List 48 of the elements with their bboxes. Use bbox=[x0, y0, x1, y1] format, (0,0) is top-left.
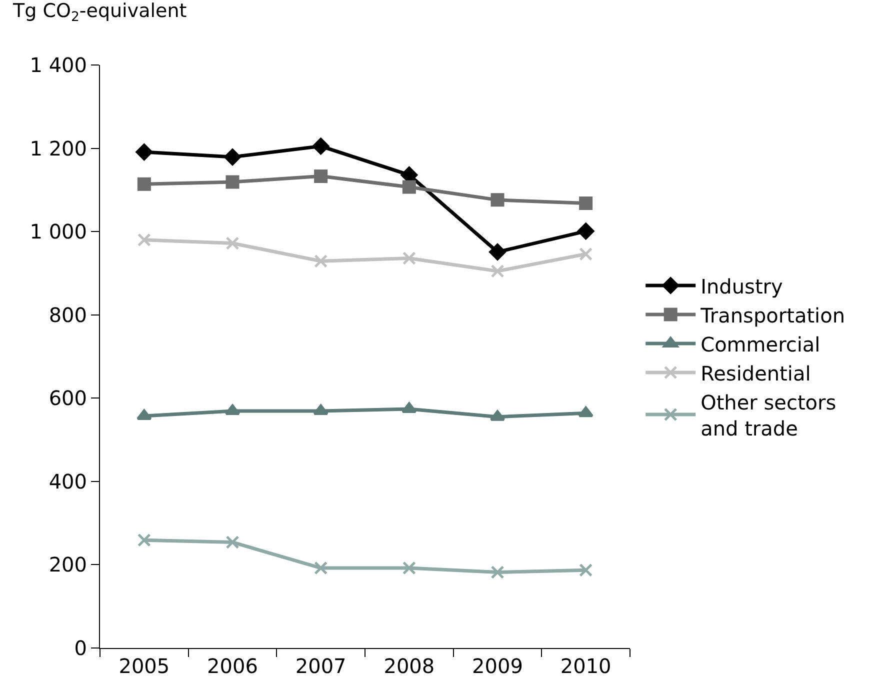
x-tick-label: 2010 bbox=[560, 654, 612, 678]
point bbox=[490, 264, 504, 278]
y-tick-label: 1 000 bbox=[30, 220, 87, 244]
point bbox=[579, 196, 593, 210]
y-tick-label: 800 bbox=[48, 302, 87, 327]
y-tick-label: 200 bbox=[48, 552, 87, 577]
point bbox=[137, 533, 151, 547]
point bbox=[314, 561, 328, 575]
x-tick-label: 2009 bbox=[472, 654, 523, 678]
point bbox=[226, 535, 240, 549]
legend-label: Transportation bbox=[700, 303, 846, 328]
point bbox=[402, 402, 417, 413]
point bbox=[402, 180, 416, 194]
point bbox=[313, 404, 328, 416]
point bbox=[402, 561, 416, 575]
point bbox=[137, 233, 151, 247]
point bbox=[402, 251, 416, 265]
point bbox=[490, 565, 504, 579]
point bbox=[136, 409, 152, 420]
legend-label: Residential bbox=[700, 361, 811, 386]
legend-label: Other sectors and trade bbox=[700, 390, 836, 440]
legend-label: Industry bbox=[700, 274, 784, 298]
point bbox=[312, 138, 330, 155]
point bbox=[579, 247, 593, 261]
point bbox=[136, 144, 153, 160]
x-tick-label: 2006 bbox=[207, 654, 258, 678]
point bbox=[224, 404, 240, 416]
y-axis-title: Tg CO$_{2}$-equivalent bbox=[12, 0, 187, 25]
y-tick-label: 400 bbox=[48, 469, 87, 494]
point bbox=[137, 177, 151, 191]
point bbox=[226, 175, 240, 189]
y-tick-label: 1 400 bbox=[30, 53, 87, 77]
x-tick-label: 2005 bbox=[118, 654, 170, 678]
point bbox=[579, 563, 593, 577]
y-tick-label: 0 bbox=[74, 636, 87, 660]
x-tick-label: 2008 bbox=[384, 654, 435, 678]
point bbox=[490, 193, 504, 207]
point bbox=[314, 169, 328, 183]
point bbox=[226, 236, 240, 250]
point bbox=[577, 222, 594, 240]
point bbox=[224, 148, 241, 166]
y-tick-label: 1 200 bbox=[30, 136, 87, 160]
legend-label: Commercial bbox=[700, 332, 820, 356]
point bbox=[489, 244, 506, 260]
y-tick-label: 600 bbox=[48, 386, 87, 410]
x-tick-label: 2007 bbox=[295, 654, 346, 678]
point bbox=[314, 254, 328, 268]
point bbox=[578, 406, 594, 418]
